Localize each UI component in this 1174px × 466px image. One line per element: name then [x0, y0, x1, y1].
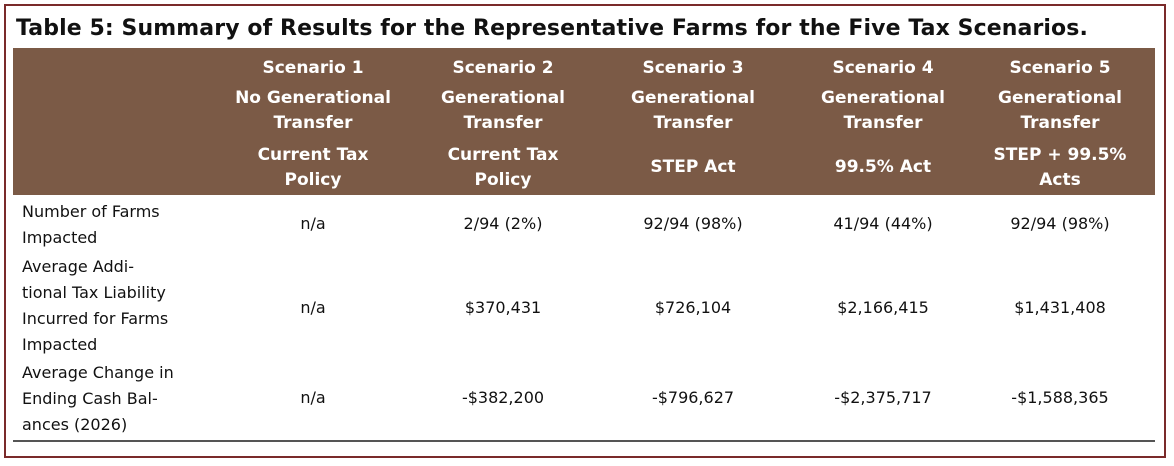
- transfer-label: No Generational Transfer: [235, 88, 391, 133]
- table-frame: [4, 4, 1166, 458]
- header-scenario-5: Scenario 5 Generational Transfer STEP + 9…: [965, 48, 1155, 195]
- header-scenario-1: Scenario 1 No Generational Transfer Curre…: [218, 48, 408, 195]
- policy-label: Current Tax Policy: [447, 145, 559, 190]
- transfer-label: Generational Transfer: [630, 88, 755, 133]
- table-row: Average Change in Ending Cash Bal-ances (…: [13, 359, 1155, 439]
- bottom-rule: [13, 440, 1155, 442]
- table-cell: $2,166,415: [837, 298, 929, 317]
- table-row: Average Addi-tional Tax Liability Incurre…: [13, 253, 1155, 359]
- row-label: Average Change in Ending Cash Bal-ances (…: [22, 363, 174, 434]
- table-cell: 41/94 (44%): [833, 214, 933, 233]
- table-cell: -$2,375,717: [834, 388, 932, 407]
- table-cell: -$796,627: [651, 388, 735, 407]
- transfer-label: Generational Transfer: [820, 88, 945, 133]
- table-cell: 92/94 (98%): [643, 214, 743, 233]
- header-scenario-3: Scenario 3 Generational Transfer STEP Act: [598, 48, 788, 195]
- policy-label: STEP Act: [650, 157, 736, 177]
- table-title: Table 5: Summary of Results for the Repr…: [16, 16, 1088, 41]
- table-cell: 2/94 (2%): [463, 214, 543, 233]
- policy-label: STEP + 99.5% Acts: [993, 145, 1127, 190]
- transfer-label: Generational Transfer: [440, 88, 565, 133]
- header-scenario-2: Scenario 2 Generational Transfer Current …: [408, 48, 598, 195]
- table-cell: $370,431: [464, 298, 542, 317]
- table-cell: n/a: [300, 388, 326, 407]
- scenario-title: Scenario 3: [642, 58, 744, 78]
- table-cell: 92/94 (98%): [1010, 214, 1110, 233]
- table-cell: -$382,200: [461, 388, 545, 407]
- table-cell: -$1,588,365: [1011, 388, 1109, 407]
- policy-label: 99.5% Act: [834, 157, 932, 177]
- table-cell: n/a: [300, 214, 326, 233]
- table-cell: $1,431,408: [1014, 298, 1106, 317]
- scenario-title: Scenario 2: [452, 58, 554, 78]
- transfer-label: Generational Transfer: [997, 88, 1122, 133]
- row-label: Average Addi-tional Tax Liability Incurre…: [22, 257, 169, 354]
- policy-label: Current Tax Policy: [257, 145, 369, 190]
- table-cell: n/a: [300, 298, 326, 317]
- table-header: Scenario 1 No Generational Transfer Curre…: [13, 48, 1155, 195]
- results-table: Scenario 1 No Generational Transfer Curre…: [13, 48, 1155, 439]
- scenario-title: Scenario 1: [262, 58, 364, 78]
- table-cell: $726,104: [654, 298, 732, 317]
- header-scenario-4: Scenario 4 Generational Transfer 99.5% Ac…: [788, 48, 978, 195]
- scenario-title: Scenario 5: [1009, 58, 1111, 78]
- table-row: Number of Farms Impacted n/a 2/94 (2%) 92…: [13, 195, 1155, 253]
- table-body: Number of Farms Impacted n/a 2/94 (2%) 92…: [13, 195, 1155, 439]
- row-label: Number of Farms Impacted: [22, 202, 160, 247]
- scenario-title: Scenario 4: [832, 58, 934, 78]
